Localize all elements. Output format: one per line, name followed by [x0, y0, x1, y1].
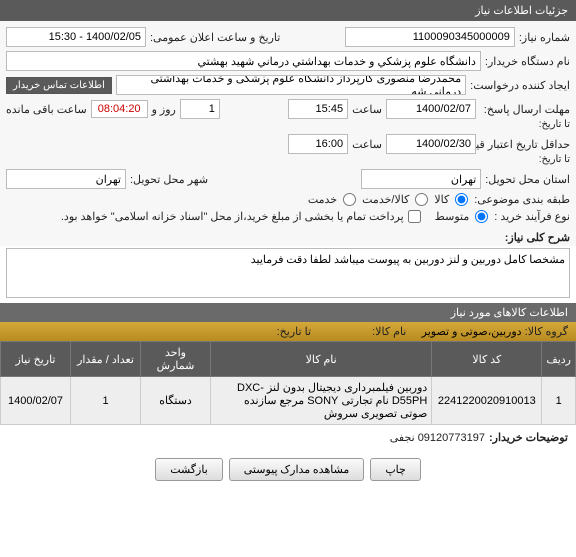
button-row: چاپ مشاهده مدارک پیوستی بازگشت — [0, 450, 576, 489]
page-header: جزئیات اطلاعات نیاز — [0, 0, 576, 21]
th-name: نام کالا — [211, 342, 432, 377]
province-field: تهران — [361, 169, 481, 189]
th-qty: تعداد / مقدار — [71, 342, 141, 377]
th-unit: واحد شمارش — [141, 342, 211, 377]
td-name: دوربین فیلمبرداری دیجیتال بدون لنز DXC-D… — [211, 377, 432, 425]
process-label: نوع فرآیند خرید : — [494, 210, 570, 223]
request-no-field: 1100090345000009 — [345, 27, 515, 47]
th-index: ردیف — [542, 342, 576, 377]
deadline-time-field: 15:45 — [288, 99, 348, 119]
td-code: 2241220020910013 — [432, 377, 542, 425]
payment-checkbox[interactable] — [408, 210, 421, 223]
time-label-1: ساعت — [352, 103, 382, 116]
pkg-service-label: کالا/خدمت — [362, 193, 409, 206]
city-label: شهر محل تحویل: — [130, 173, 208, 186]
contact-button[interactable]: اطلاعات تماس خریدار — [6, 77, 112, 94]
request-no-label: شماره نیاز: — [519, 31, 570, 44]
to-date-label-1: تا تاریخ: — [480, 119, 570, 130]
group-value: دوربین،صوتی و تصویر — [422, 326, 522, 338]
th-date: تاریخ نیاز — [1, 342, 71, 377]
time-label-2: ساعت — [352, 138, 382, 151]
td-unit: دستگاه — [141, 377, 211, 425]
attach-button[interactable]: مشاهده مدارک پیوستی — [229, 458, 365, 481]
announce-field: 1400/02/05 - 15:30 — [6, 27, 146, 47]
th-code: کد کالا — [432, 342, 542, 377]
pkg-goods-label: کالا — [434, 193, 449, 206]
group-date-label: تا تاریخ: — [277, 326, 311, 338]
process-mid-label: متوسط — [435, 210, 470, 223]
group-name-label: نام کالا: — [372, 326, 406, 338]
province-label: استان محل تحویل: — [485, 173, 570, 186]
creator-label: ایجاد کننده درخواست: — [470, 79, 570, 92]
payment-note: پرداخت تمام یا بخشی از مبلغ خرید،از محل … — [61, 210, 404, 223]
org-label: نام دستگاه خریدار: — [485, 55, 570, 68]
buyer-note-label: توضیحات خریدار: — [489, 431, 568, 444]
table-header-row: ردیف کد کالا نام کالا واحد شمارش تعداد /… — [1, 342, 576, 377]
page-title: جزئیات اطلاعات نیاز — [475, 5, 568, 17]
td-index: 1 — [542, 377, 576, 425]
price-date-field: 1400/02/30 — [386, 134, 476, 154]
price-time-field: 16:00 — [288, 134, 348, 154]
process-mid-radio[interactable] — [475, 210, 488, 223]
pkg-label: طبقه بندی موضوعی: — [474, 193, 570, 206]
desc-textarea[interactable] — [6, 248, 570, 298]
pkg-service-radio[interactable] — [415, 193, 428, 206]
group-row: گروه کالا: دوربین،صوتی و تصویر نام کالا:… — [0, 322, 576, 341]
buyer-note-value: 09120773197 نجفی — [390, 431, 485, 444]
form-area: شماره نیاز: 1100090345000009 تاریخ و ساع… — [0, 21, 576, 229]
td-date: 1400/02/07 — [1, 377, 71, 425]
td-qty: 1 — [71, 377, 141, 425]
creator-field: محمدرضا منصوری کارپرداز دانشگاه علوم پزش… — [116, 75, 466, 95]
back-button[interactable]: بازگشت — [155, 458, 223, 481]
items-table: ردیف کد کالا نام کالا واحد شمارش تعداد /… — [0, 341, 576, 425]
group-label: گروه کالا: — [525, 326, 568, 338]
pkg-goods-radio[interactable] — [455, 193, 468, 206]
items-section-title: اطلاعات کالاهای مورد نیاز — [451, 307, 568, 319]
items-section-bar: اطلاعات کالاهای مورد نیاز — [0, 303, 576, 322]
city-field: تهران — [6, 169, 126, 189]
deadline-date-field: 1400/02/07 — [386, 99, 476, 119]
price-to-label: تا تاریخ: — [480, 154, 570, 165]
pkg-srv-radio[interactable] — [343, 193, 356, 206]
remain-label: ساعت باقی مانده — [6, 103, 87, 116]
countdown-timer: 08:04:20 — [91, 100, 148, 118]
price-valid-label: حداقل تاریخ اعتبار قیمت: — [480, 138, 570, 151]
deadline-label: مهلت ارسال پاسخ: — [480, 103, 570, 116]
desc-label: شرح کلی نیاز: — [505, 231, 570, 244]
table-row: 1 2241220020910013 دوربین فیلمبرداری دیج… — [1, 377, 576, 425]
org-field: دانشگاه علوم پزشكي و خدمات بهداشتي درمان… — [6, 51, 481, 71]
announce-label: تاریخ و ساعت اعلان عمومی: — [150, 31, 280, 44]
days-label: روز و — [152, 103, 176, 116]
print-button[interactable]: چاپ — [370, 458, 421, 481]
days-count-field: 1 — [180, 99, 220, 119]
pkg-srv-label: خدمت — [308, 193, 337, 206]
